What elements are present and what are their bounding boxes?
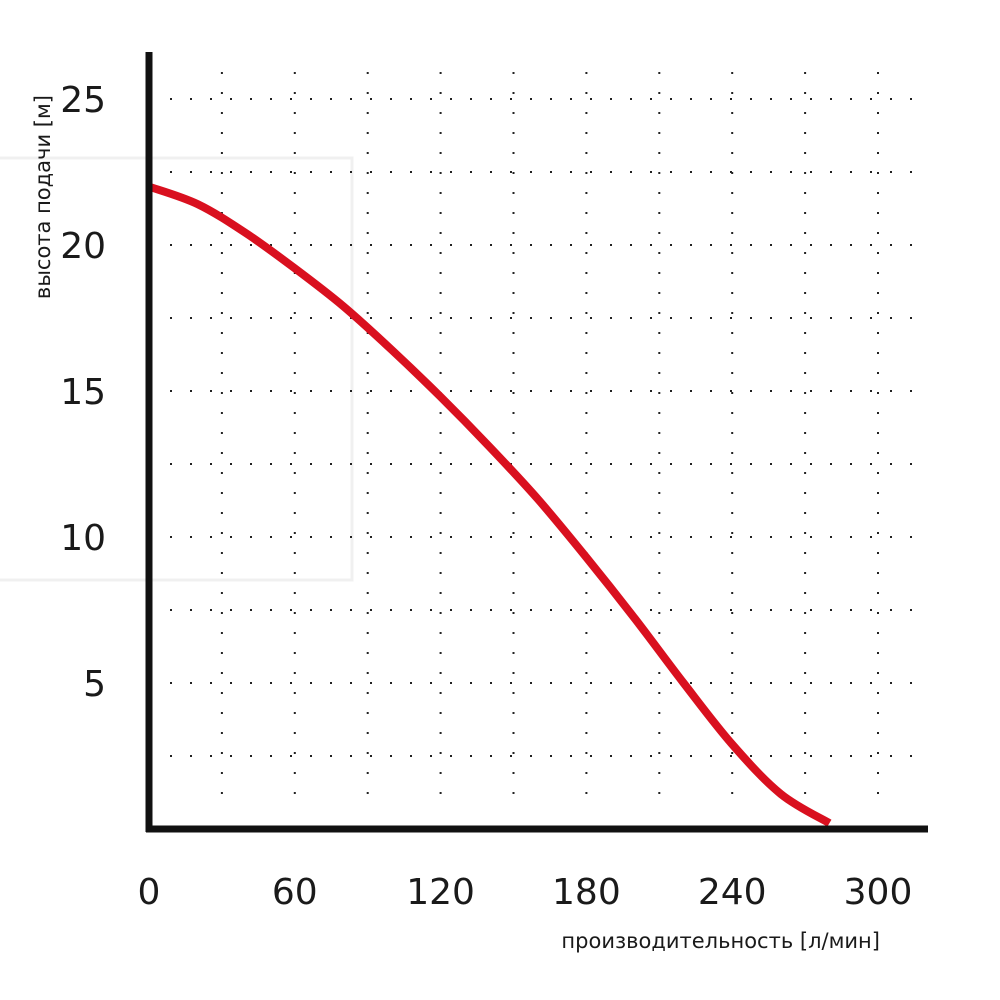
- x-tick-label: 180: [552, 872, 621, 913]
- y-tick-label: 10: [60, 518, 106, 559]
- x-tick-label: 120: [406, 872, 475, 913]
- x-axis-title: производительность [л/мин]: [561, 929, 880, 953]
- x-tick-labels: 0 60 120 180 240 300: [138, 872, 913, 913]
- y-tick-label: 20: [60, 226, 106, 267]
- x-tick-label: 0: [138, 872, 161, 913]
- x-tick-label: 300: [844, 872, 913, 913]
- series-layer: [147, 182, 832, 827]
- y-tick-label: 15: [60, 372, 106, 413]
- x-tick-label: 60: [272, 872, 318, 913]
- background-frame: [0, 156, 354, 582]
- x-tick-label: 240: [698, 872, 767, 913]
- series-line-0: [147, 182, 832, 827]
- y-axis-title: высота подачи [м]: [31, 95, 55, 299]
- y-tick-labels: 5 10 15 20 25: [60, 80, 106, 705]
- y-tick-label: 5: [83, 664, 106, 705]
- y-tick-label: 25: [60, 80, 106, 121]
- grid: [170, 72, 912, 812]
